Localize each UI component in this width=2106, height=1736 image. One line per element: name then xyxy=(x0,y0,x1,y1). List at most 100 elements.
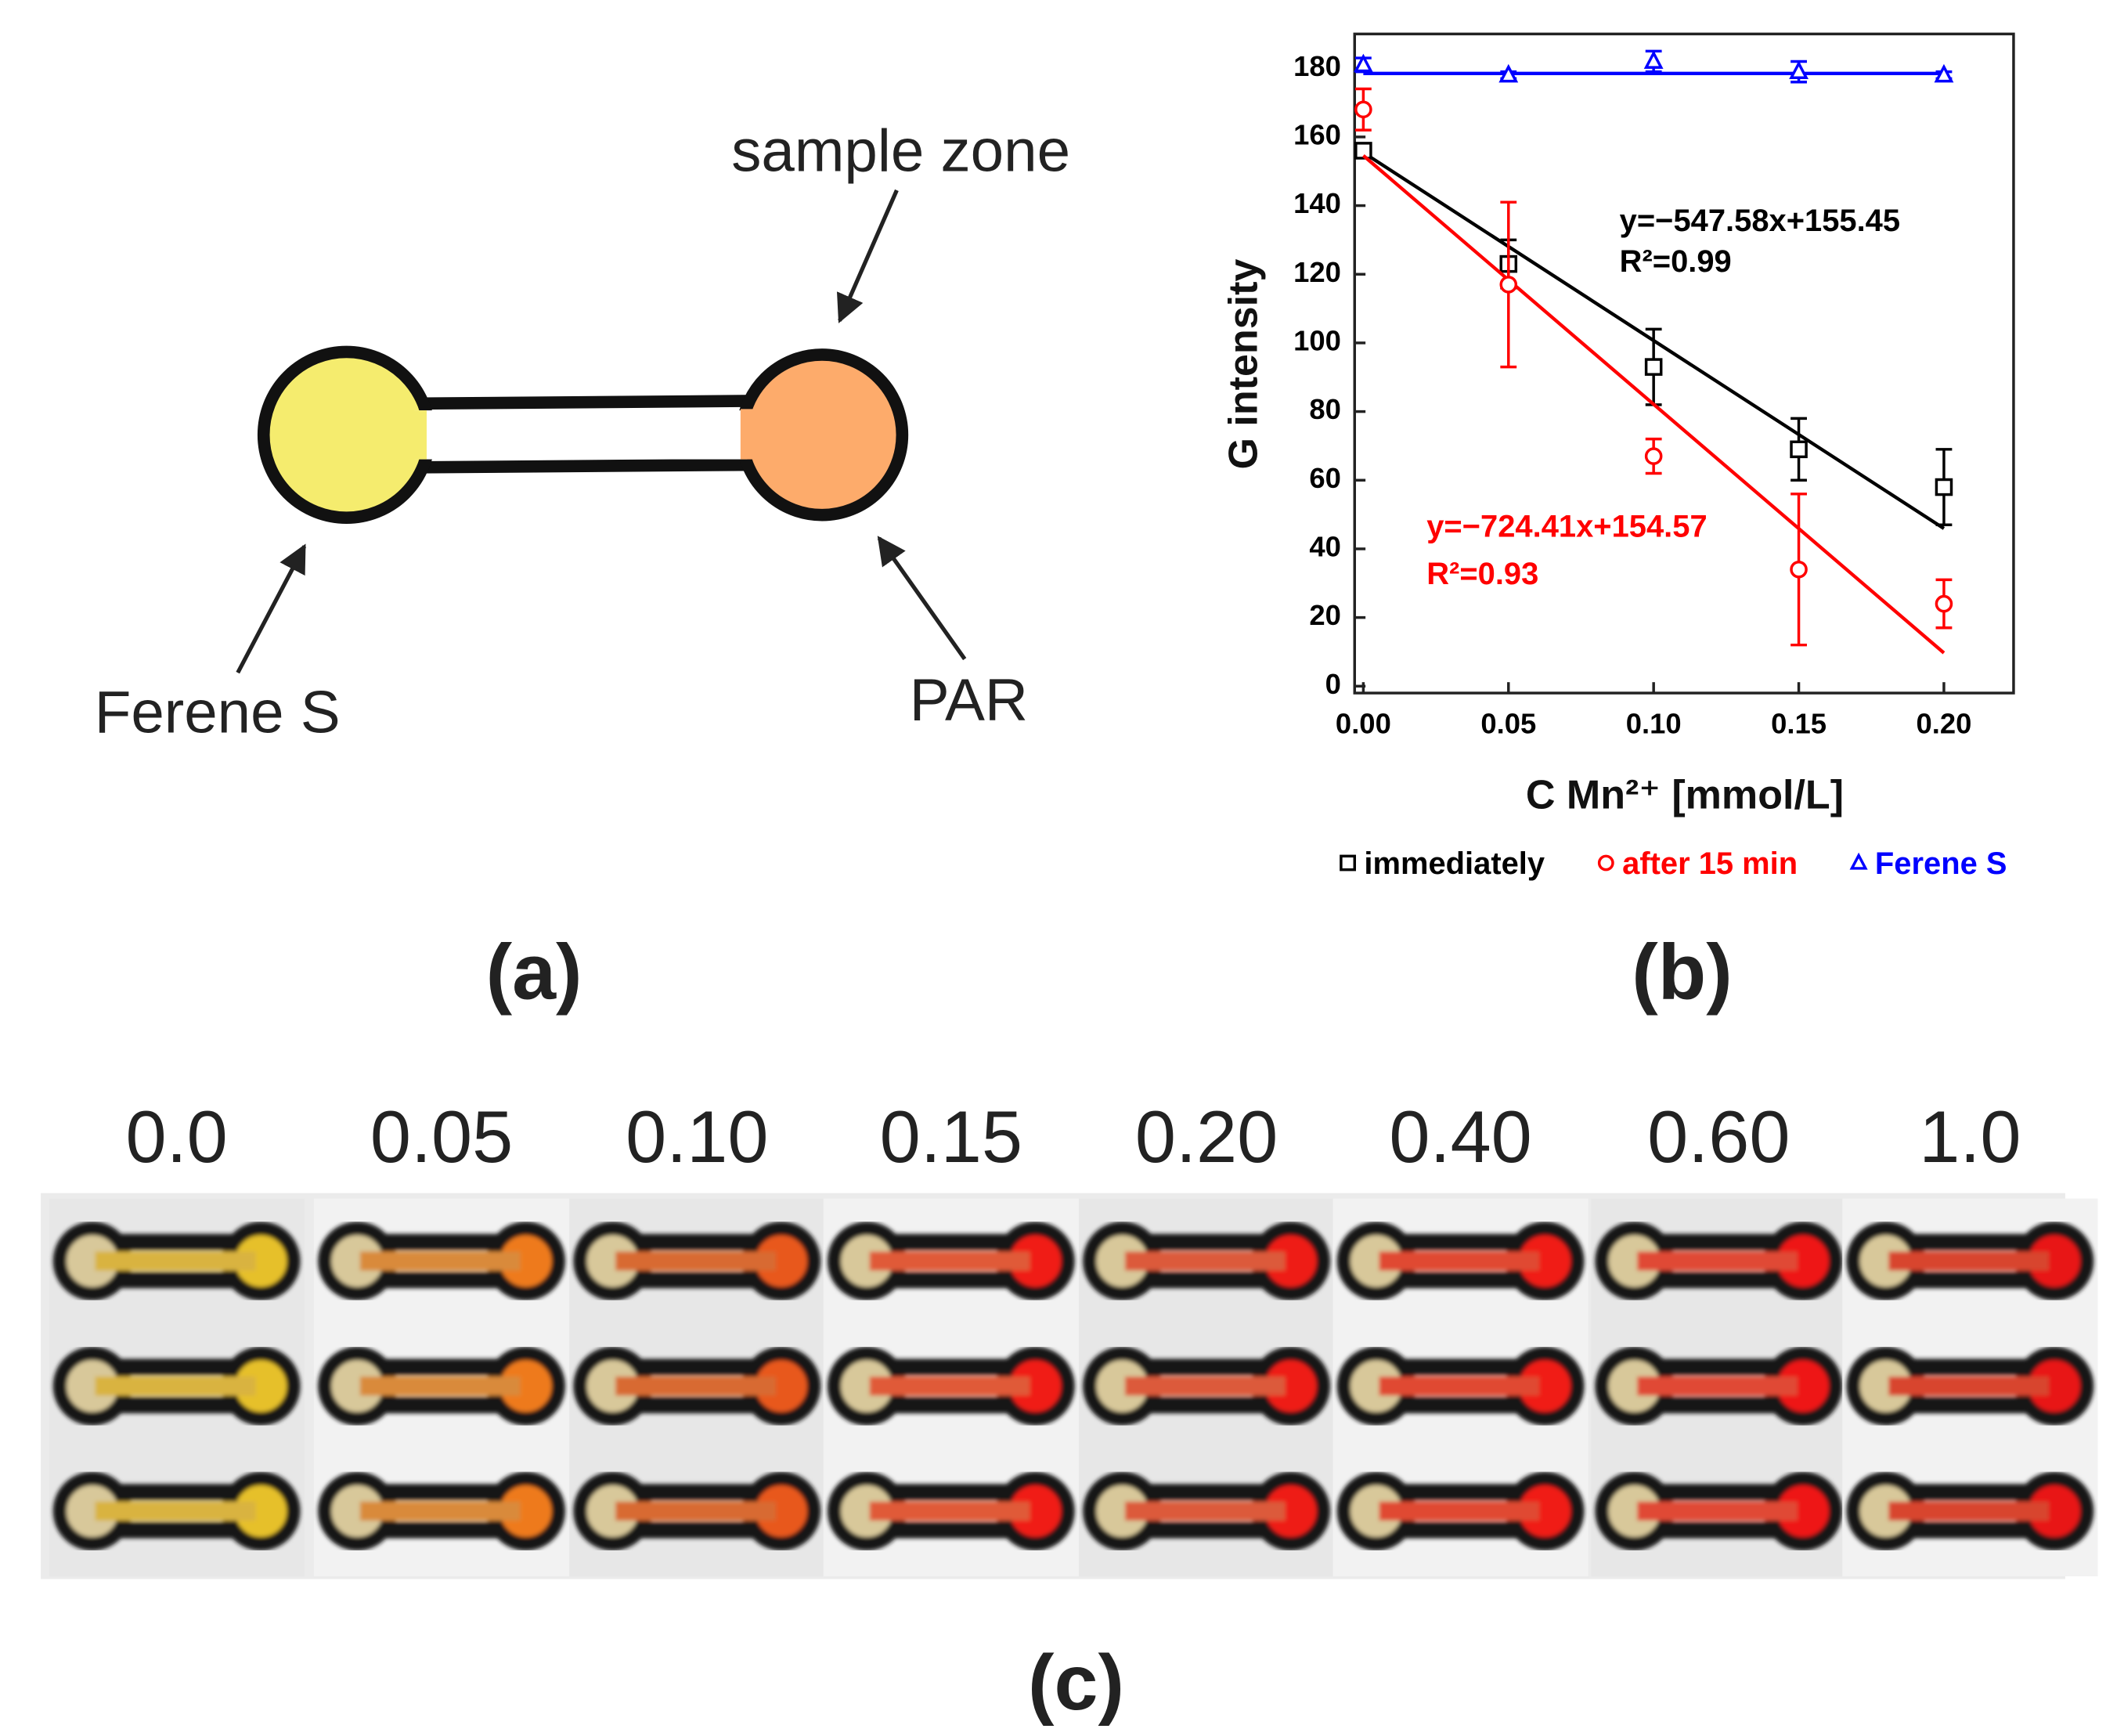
x-axis-label: C Mn²⁺ [mmol/L] xyxy=(1526,773,1844,818)
marker xyxy=(1353,53,1373,73)
paper-device xyxy=(1336,1471,1585,1551)
concentration-label: 0.10 xyxy=(626,1095,768,1178)
y-tick-label: 0 xyxy=(1325,668,1341,700)
channel xyxy=(1124,1501,1286,1521)
marker xyxy=(1354,142,1372,160)
label: sample zone xyxy=(731,118,1070,185)
concentration-label: 0.20 xyxy=(1135,1095,1278,1178)
paper-device xyxy=(573,1471,821,1551)
channel xyxy=(869,1376,1030,1396)
fit-r2: R²=0.93 xyxy=(1426,557,1538,591)
concentration-label: 0.15 xyxy=(880,1095,1022,1178)
channel xyxy=(1637,1501,1798,1521)
paper-device xyxy=(573,1346,821,1426)
par-zone xyxy=(735,348,909,522)
y-tick-label: 20 xyxy=(1309,599,1341,631)
channel xyxy=(95,1501,256,1521)
paper-device xyxy=(1846,1346,2094,1426)
marker xyxy=(1644,358,1663,376)
paper-device xyxy=(1336,1346,1585,1426)
arrow xyxy=(836,189,899,323)
y-tick-label: 140 xyxy=(1293,187,1341,219)
y-tick-label: 180 xyxy=(1293,50,1341,82)
paper-device xyxy=(1846,1471,2094,1551)
channel-join xyxy=(407,410,427,460)
channel xyxy=(1888,1376,2050,1396)
label: Ferene S xyxy=(95,679,341,745)
channel xyxy=(1888,1251,2050,1271)
concentration-label: 0.05 xyxy=(370,1095,513,1178)
channel xyxy=(359,1251,521,1271)
paper-device xyxy=(1595,1222,1843,1301)
paper-device xyxy=(1083,1346,1331,1426)
legend-label: immediately xyxy=(1364,846,1545,881)
marker xyxy=(1849,852,1868,870)
paper-device xyxy=(827,1471,1075,1551)
channel xyxy=(1888,1501,2050,1521)
paper-device xyxy=(1595,1346,1843,1426)
channel xyxy=(1637,1376,1798,1396)
device-diagram: sample zone Ferene S PAR xyxy=(95,118,1070,746)
x-tick-label: 0.00 xyxy=(1336,707,1391,739)
marker xyxy=(1935,478,1953,496)
y-tick-label: 80 xyxy=(1309,393,1341,425)
marker xyxy=(1597,854,1614,872)
channel xyxy=(1124,1251,1286,1271)
paper-device xyxy=(1595,1471,1843,1551)
channel xyxy=(615,1501,776,1521)
channel xyxy=(615,1376,776,1396)
fit-r2: R²=0.99 xyxy=(1620,244,1732,279)
fit-line xyxy=(1361,154,1946,655)
paper-device xyxy=(1083,1222,1331,1301)
channel xyxy=(359,1376,521,1396)
channel xyxy=(414,410,748,460)
marker xyxy=(1934,63,1954,83)
paper-device xyxy=(52,1222,301,1301)
paper-device xyxy=(52,1471,301,1551)
paper-device xyxy=(827,1222,1075,1301)
channel-join xyxy=(740,409,760,460)
channel xyxy=(1379,1501,1540,1521)
paper-device xyxy=(318,1471,565,1551)
y-tick-label: 40 xyxy=(1309,531,1341,563)
x-tick-label: 0.05 xyxy=(1480,707,1536,739)
channel xyxy=(869,1251,1030,1271)
panel-label: (c) xyxy=(1028,1639,1124,1727)
ferene-zone xyxy=(257,345,436,525)
channel xyxy=(95,1376,256,1396)
fit-equation: y=−547.58x+155.45 xyxy=(1620,204,1900,238)
channel xyxy=(869,1501,1030,1521)
legend-label: Ferene S xyxy=(1875,846,2007,881)
channel xyxy=(1379,1251,1540,1271)
x-tick-label: 0.20 xyxy=(1916,707,1971,739)
marker xyxy=(1790,440,1808,459)
channel xyxy=(1637,1251,1798,1271)
paper-device xyxy=(827,1346,1075,1426)
y-axis-label: G intensity xyxy=(1221,259,1266,470)
panel-label: (b) xyxy=(1632,929,1733,1016)
y-tick-label: 160 xyxy=(1293,119,1341,151)
channel xyxy=(359,1501,521,1521)
marker xyxy=(1644,447,1663,465)
paper-device xyxy=(318,1222,565,1301)
marker xyxy=(1935,594,1953,613)
channel-edge xyxy=(407,395,755,410)
paper-device xyxy=(1083,1471,1331,1551)
concentration-label: 0.0 xyxy=(126,1095,228,1178)
paper-device xyxy=(52,1346,301,1426)
marker xyxy=(1643,50,1664,69)
legend-label: after 15 min xyxy=(1622,846,1798,881)
x-tick-label: 0.15 xyxy=(1771,707,1827,739)
marker xyxy=(1790,560,1808,579)
fit-equation: y=−724.41x+154.57 xyxy=(1426,509,1707,543)
channel xyxy=(615,1251,776,1271)
x-tick-label: 0.10 xyxy=(1626,707,1682,739)
channel xyxy=(1379,1376,1540,1396)
concentration-label: 0.40 xyxy=(1389,1095,1531,1178)
channel xyxy=(1124,1376,1286,1396)
arrow xyxy=(877,536,967,661)
paper-device xyxy=(1336,1222,1585,1301)
paper-device xyxy=(1846,1222,2094,1301)
